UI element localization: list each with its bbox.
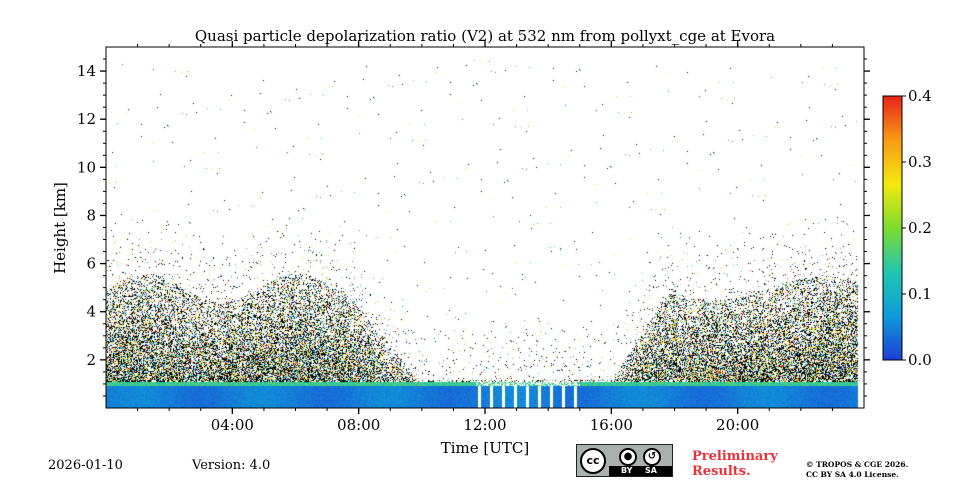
x-axis-label: Time [UTC] [441, 439, 530, 457]
colorbar-tick-label: 0.4 [908, 87, 932, 105]
colorbar-tick-label: 0.0 [908, 351, 932, 369]
y-axis-label: Height [km] [51, 182, 69, 274]
cc-license-badge: cc ● ↺ BY SA [576, 444, 673, 477]
preliminary-line1: Preliminary [692, 449, 778, 464]
y-tick-label: 4 [86, 303, 96, 321]
by-label: BY [621, 466, 633, 475]
share-alike-icon: ↺ [643, 448, 661, 466]
sa-label: SA [645, 466, 657, 475]
preliminary-line2: Results. [692, 464, 751, 479]
x-tick-label: 16:00 [590, 416, 633, 434]
y-tick-label: 6 [86, 255, 96, 273]
x-tick-label: 08:00 [337, 416, 380, 434]
license-note: © TROPOS & CGE 2026. CC BY SA 4.0 Licens… [806, 460, 908, 480]
y-tick-label: 8 [86, 206, 96, 224]
x-tick-label: 04:00 [211, 416, 254, 434]
by-attribution-icon: ● [619, 448, 637, 466]
y-tick-label: 14 [77, 62, 96, 80]
colorbar: 0.0 0.1 0.2 0.3 0.4 [882, 87, 932, 369]
depolarization-raster [106, 47, 864, 408]
date-label: 2026-01-10 [48, 458, 123, 473]
preliminary-results-note: Preliminary Results. [692, 449, 778, 479]
colorbar-rect [882, 95, 903, 361]
y-tick-label: 2 [86, 351, 96, 369]
license-line1: © TROPOS & CGE 2026. [806, 460, 909, 469]
colorbar-tick-label: 0.1 [908, 285, 932, 303]
plot-area [106, 47, 864, 408]
colorbar-tick-label: 0.3 [908, 153, 932, 171]
version-label: Version: 4.0 [192, 458, 271, 473]
y-tick-label: 10 [77, 158, 96, 176]
cc-badge-strip: BY SA [609, 466, 672, 476]
cc-icon: cc [580, 448, 606, 474]
colorbar-tick-label: 0.2 [908, 219, 932, 237]
x-tick-label: 12:00 [463, 416, 506, 434]
license-line2: CC BY SA 4.0 License. [806, 470, 899, 479]
y-tick-label: 12 [77, 110, 96, 128]
axes: 04:00 08:00 12:00 16:00 20:00 2 4 6 8 10 12 14 Quasi… [51, 27, 870, 457]
x-tick-label: 20:00 [716, 416, 759, 434]
chart-title: Quasi particle depolarization ratio (V2)… [195, 27, 775, 45]
